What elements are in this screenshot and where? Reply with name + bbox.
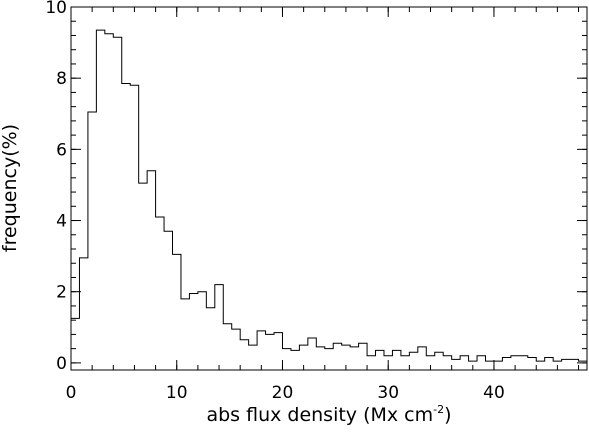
histogram-series-line [70,29,587,370]
y-tick-label: 6 [56,140,67,160]
x-tick-label: 0 [66,383,77,403]
tick-labels: 0 10 20 30 40 0 2 4 6 8 10 [45,0,504,403]
y-axis-title: frequency(%) [0,124,21,252]
y-tick-label: 4 [56,212,67,232]
x-tick-label: 10 [166,383,188,403]
x-axis-title: abs flux density (Mx cm-2) [206,403,451,426]
plot-frame [70,6,588,371]
x-tick-label: 20 [272,383,294,403]
y-tick-label: 0 [56,354,67,374]
y-tick-label: 2 [56,283,67,303]
axis-ticks [70,6,587,370]
x-tick-label: 40 [483,383,505,403]
x-tick-label: 30 [377,383,399,403]
y-tick-label: 10 [45,0,67,18]
y-tick-label: 8 [56,69,67,89]
